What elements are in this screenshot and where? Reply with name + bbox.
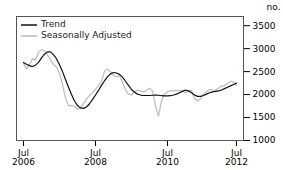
svg-text:1000: 1000 <box>253 135 276 145</box>
svg-text:1500: 1500 <box>253 112 276 122</box>
svg-text:2000: 2000 <box>253 89 276 99</box>
svg-text:Jul2012: Jul2012 <box>225 148 248 167</box>
html-text:Seasonally Adjusted: Seasonally Adjusted <box>41 30 132 40</box>
html-text:Trend: Trend <box>41 19 66 29</box>
svg-text:Jul2010: Jul2010 <box>156 148 179 167</box>
svg-text:2500: 2500 <box>253 66 276 76</box>
svg-text:Jul2008: Jul2008 <box>84 148 107 167</box>
svg-text:3500: 3500 <box>253 21 276 31</box>
svg-text:Jul2006: Jul2006 <box>12 148 35 167</box>
svg-text:3000: 3000 <box>253 44 276 54</box>
svg-text:no.: no. <box>267 2 281 12</box>
